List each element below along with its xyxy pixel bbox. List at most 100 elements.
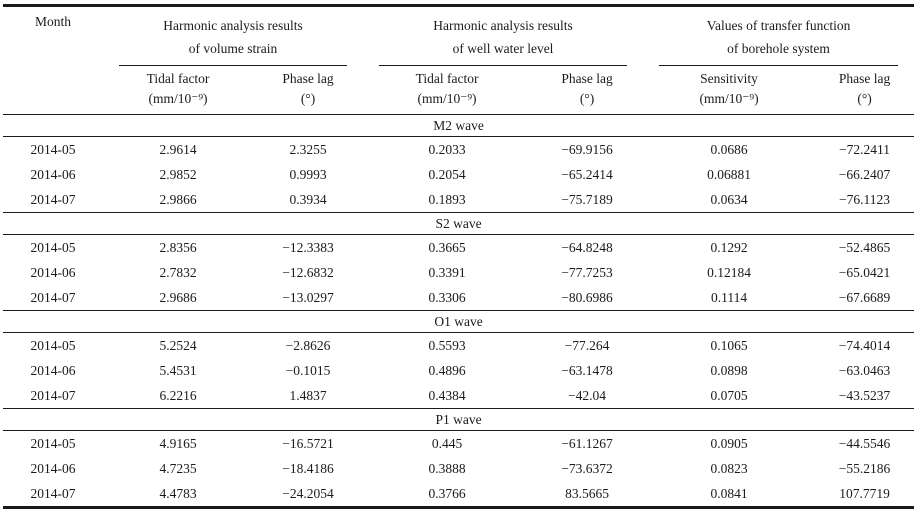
value-cell: 0.0634 <box>710 191 748 207</box>
value-cell: 0.0905 <box>710 435 748 451</box>
table-row: 2014-06 5.4531 −0.1015 0.4896 −63.1478 0.0898… <box>3 358 914 383</box>
unit-label-sensitivity: (mm/10⁻⁹) <box>699 91 759 107</box>
value-cell: 0.0705 <box>710 387 748 403</box>
group-header-row: Month Harmonic analysis results of volum… <box>3 6 914 67</box>
section-band-row: P1 wave <box>3 408 915 432</box>
group-title-line2: of volume strain <box>188 41 278 57</box>
value-cell: 0.3306 <box>428 289 466 305</box>
value-cell: 2.9866 <box>159 191 197 207</box>
value-cell: −73.6372 <box>561 460 613 476</box>
unit-label-phase-lag-borehole: (°) <box>857 91 872 107</box>
value-cell: 0.0841 <box>710 485 748 501</box>
value-cell: −2.8626 <box>285 337 331 353</box>
value-cell: −65.2414 <box>561 166 613 182</box>
value-cell: 2.9686 <box>159 289 197 305</box>
value-cell: 0.3766 <box>428 485 466 501</box>
table-row: 2014-06 2.7832 −12.6832 0.3391 −77.7253 0.121… <box>3 260 914 285</box>
month-column-header: Month <box>34 14 71 29</box>
value-cell: 0.2054 <box>428 166 466 182</box>
month-cell: 2014-06 <box>30 460 76 476</box>
value-cell: 0.3888 <box>428 460 466 476</box>
unit-row: (mm/10⁻⁹) (°) (mm/10⁻⁹) (°) (mm/10⁻⁹) (°… <box>3 88 914 115</box>
value-cell: 0.1893 <box>428 191 466 207</box>
value-cell: 5.2524 <box>159 337 197 353</box>
value-cell: −44.5546 <box>838 435 891 451</box>
section-label: O1 wave <box>3 310 915 334</box>
value-cell: 0.3391 <box>428 264 466 280</box>
value-cell: −12.6832 <box>282 264 334 280</box>
table-row: 2014-07 4.4783 −24.2054 0.3766 83.5665 0.0841… <box>3 481 914 508</box>
value-cell: 2.9614 <box>159 141 197 157</box>
month-cell: 2014-06 <box>30 166 76 182</box>
value-cell: 0.3934 <box>289 191 327 207</box>
month-cell: 2014-05 <box>30 337 76 353</box>
section-band-row: S2 wave <box>3 212 915 236</box>
unit-label-phase-lag-strain: (°) <box>300 91 316 107</box>
value-cell: −80.6986 <box>561 289 613 305</box>
value-cell: 0.3665 <box>428 239 466 255</box>
table-row: 2014-07 6.2216 1.4837 0.4384 −42.04 0.0705 −43… <box>3 383 914 409</box>
group-title-well-water-level: Harmonic analysis results of well water … <box>379 14 628 67</box>
month-cell: 2014-05 <box>30 239 76 255</box>
table-body: M2 wave 2014-05 2.9614 2.3255 0.2033 −69.9156… <box>3 114 915 508</box>
section-label: P1 wave <box>3 408 915 432</box>
value-cell: 0.4384 <box>428 387 466 403</box>
month-cell: 2014-06 <box>30 362 76 378</box>
table-row: 2014-07 2.9686 −13.0297 0.3306 −80.6986 0.111… <box>3 285 914 311</box>
table-row: 2014-06 2.9852 0.9993 0.2054 −65.2414 0.06881… <box>3 162 914 187</box>
section-label: S2 wave <box>3 212 915 236</box>
value-cell: 0.06881 <box>707 166 751 182</box>
month-cell: 2014-07 <box>30 289 76 305</box>
month-cell: 2014-05 <box>30 435 76 451</box>
month-cell: 2014-07 <box>30 387 76 403</box>
section-band-row: O1 wave <box>3 310 915 334</box>
unit-label-tidal-factor-well: (mm/10⁻⁹) <box>417 91 477 107</box>
value-cell: −64.8248 <box>561 239 613 255</box>
month-cell: 2014-06 <box>30 264 76 280</box>
value-cell: 0.4896 <box>428 362 466 378</box>
value-cell: −18.4186 <box>282 460 334 476</box>
value-cell: −67.6689 <box>838 289 891 305</box>
value-cell: 0.2033 <box>428 141 466 157</box>
group-header-well-water-level: Harmonic analysis results of well water … <box>363 6 643 67</box>
group-header-borehole-system: Values of transfer function of borehole … <box>643 6 914 67</box>
value-cell: −69.9156 <box>561 141 613 157</box>
group-title-line2: of well water level <box>452 41 554 57</box>
value-cell: 0.445 <box>431 435 463 451</box>
value-cell: 5.4531 <box>159 362 197 378</box>
value-cell: −63.0463 <box>838 362 891 378</box>
value-cell: −12.3383 <box>282 239 334 255</box>
value-cell: −77.7253 <box>561 264 613 280</box>
value-cell: 0.1114 <box>710 289 748 305</box>
value-cell: 0.0686 <box>710 141 748 157</box>
value-cell: 0.1065 <box>710 337 748 353</box>
value-cell: 83.5665 <box>565 485 609 501</box>
group-header-volume-strain: Harmonic analysis results of volume stra… <box>103 6 363 67</box>
value-cell: −24.2054 <box>282 485 334 501</box>
value-cell: −13.0297 <box>282 289 334 305</box>
month-cell: 2014-05 <box>30 141 76 157</box>
value-cell: −52.4865 <box>838 239 891 255</box>
table-row: 2014-06 4.7235 −18.4186 0.3888 −73.6372 0.082… <box>3 456 914 481</box>
value-cell: 0.9993 <box>289 166 327 182</box>
value-cell: 0.1292 <box>710 239 748 255</box>
value-cell: 2.7832 <box>159 264 197 280</box>
value-cell: −42.04 <box>568 387 607 403</box>
section-label: M2 wave <box>3 114 915 138</box>
month-cell: 2014-07 <box>30 191 76 207</box>
subheader-tidal-factor-well: Tidal factor <box>415 71 479 87</box>
value-cell: −0.1015 <box>285 362 331 378</box>
group-title-line2: of borehole system <box>727 41 830 57</box>
value-cell: −72.2411 <box>839 141 891 157</box>
value-cell: 0.5593 <box>428 337 466 353</box>
value-cell: −16.5721 <box>282 435 334 451</box>
value-cell: 107.7719 <box>839 485 890 501</box>
subheader-phase-lag-well: Phase lag <box>561 71 613 87</box>
value-cell: −61.1267 <box>561 435 613 451</box>
month-cell: 2014-07 <box>30 485 76 501</box>
table-row: 2014-05 2.9614 2.3255 0.2033 −69.9156 0.0686 −… <box>3 137 914 163</box>
value-cell: 1.4837 <box>289 387 327 403</box>
value-cell: 0.0823 <box>710 460 748 476</box>
subheader-tidal-factor-strain: Tidal factor <box>146 71 210 87</box>
